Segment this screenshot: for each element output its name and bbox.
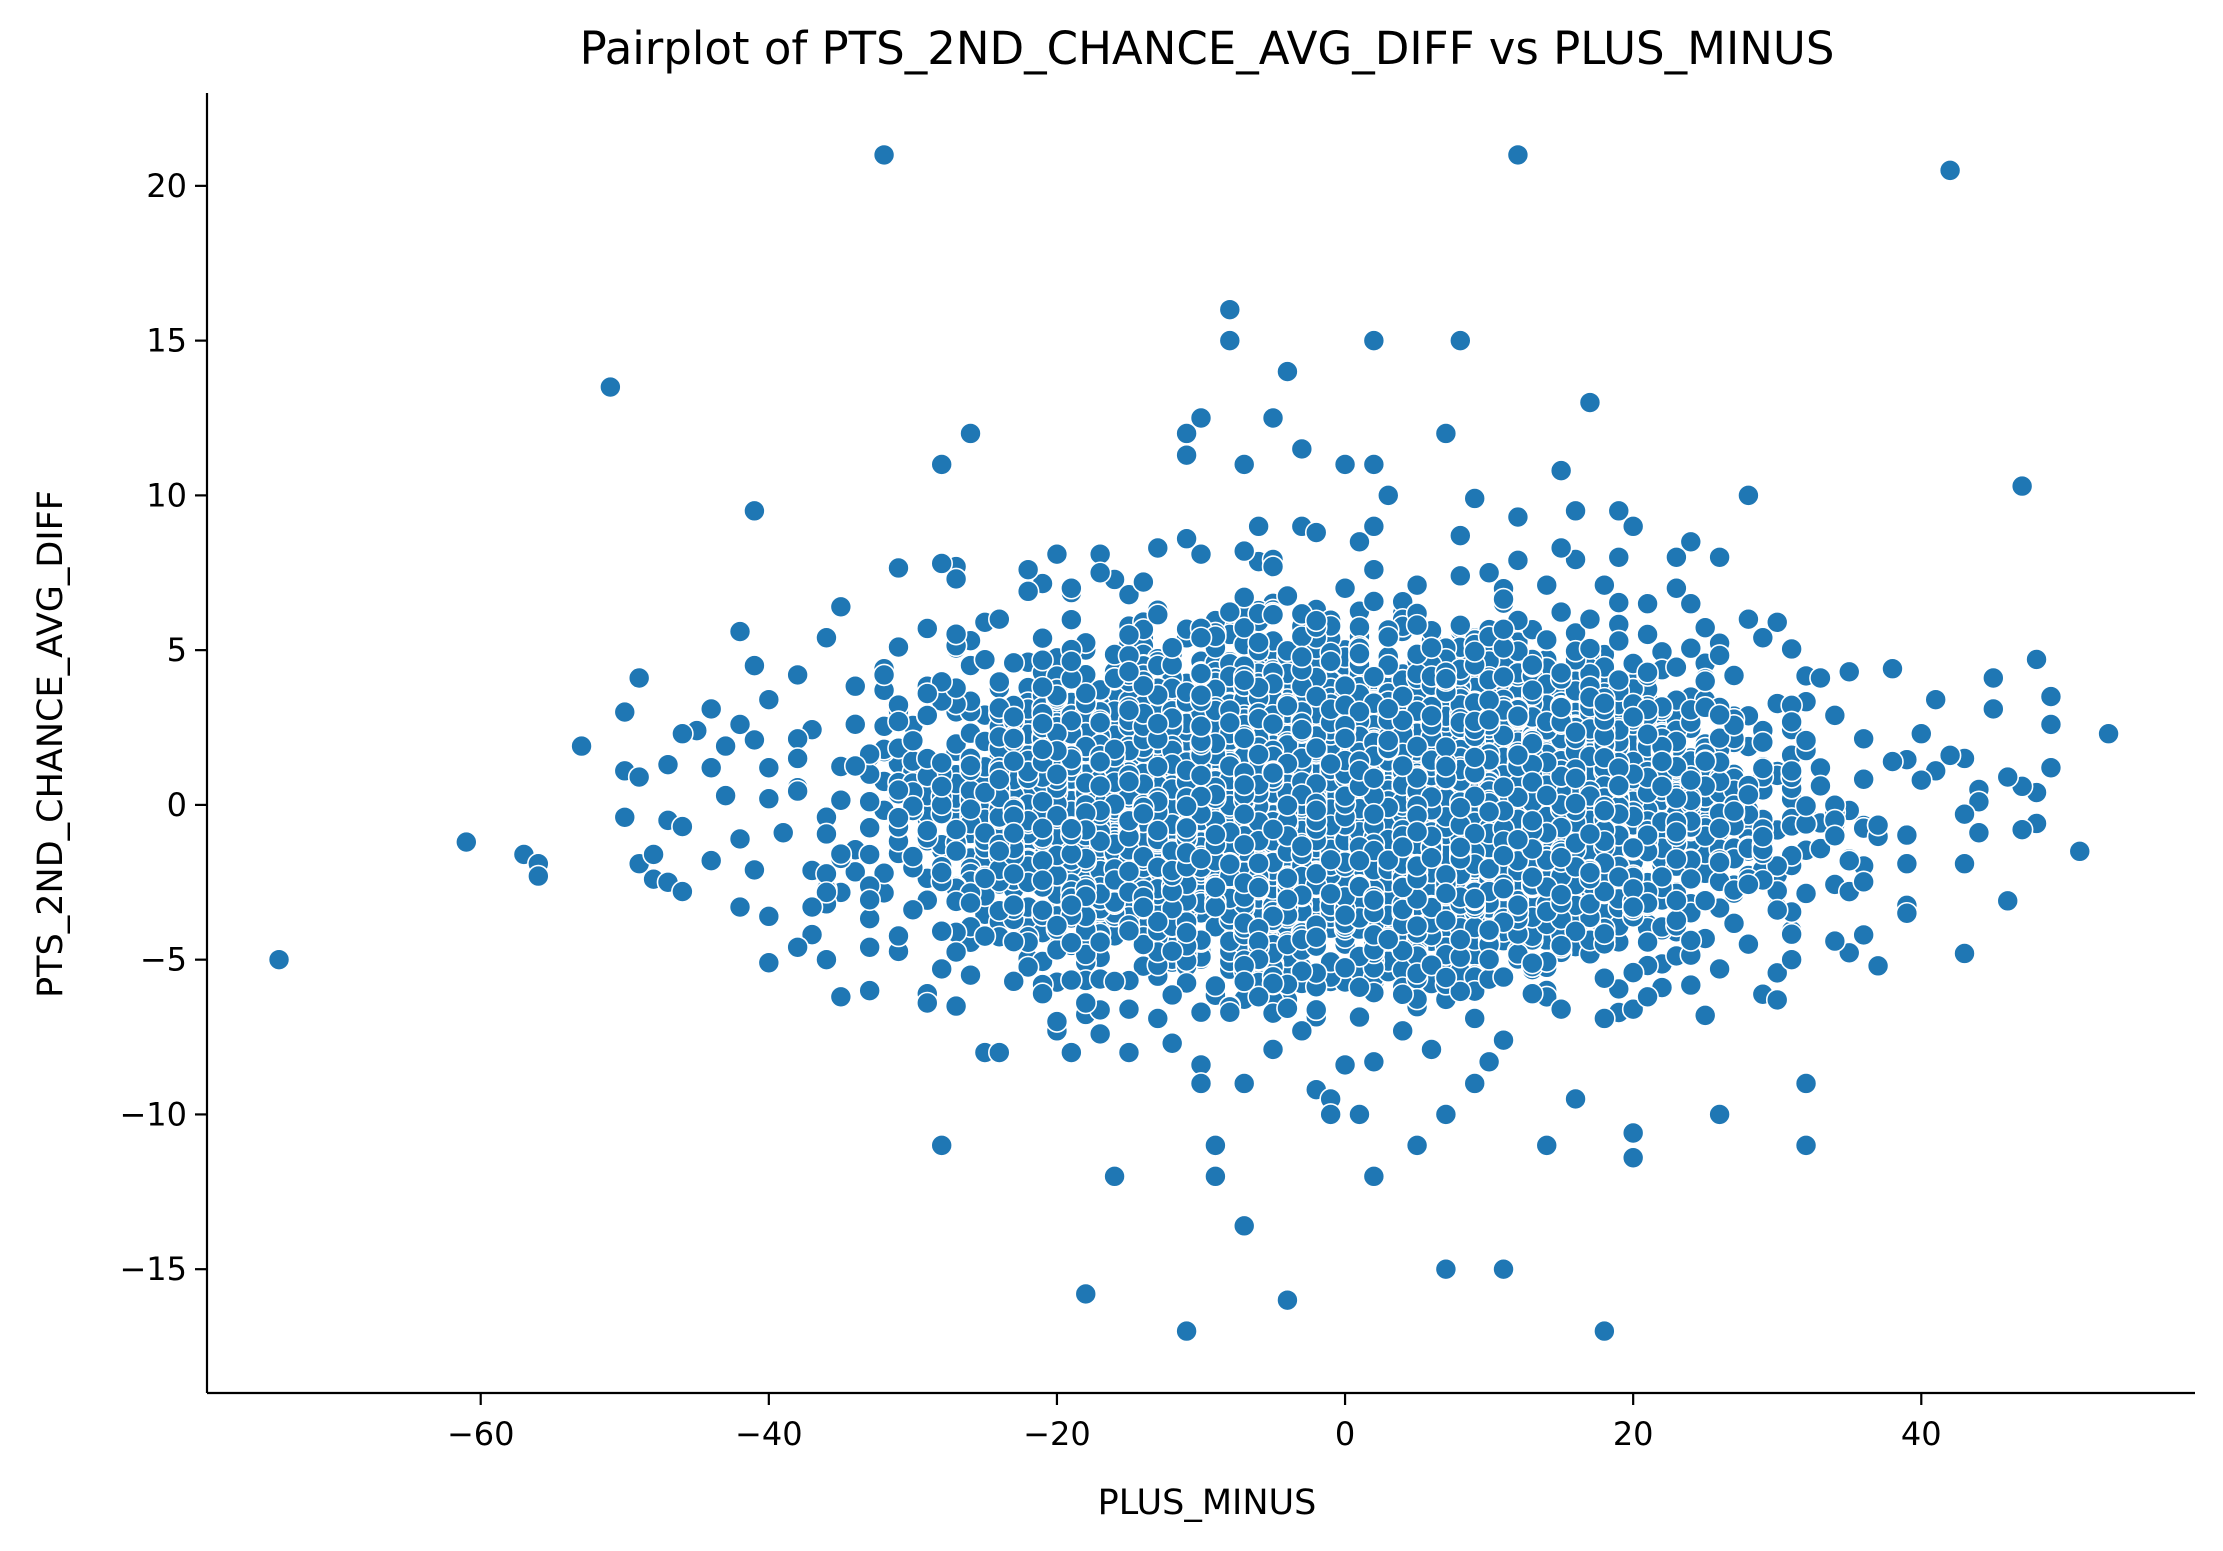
scatter-point <box>1765 854 1789 878</box>
scatter-point <box>1232 616 1256 640</box>
point-cloud-core <box>786 548 1919 1029</box>
scatter-point <box>1492 587 1515 611</box>
scatter-point <box>1060 968 1083 992</box>
scatter-point <box>1794 882 1818 905</box>
scatter-point <box>1348 615 1371 639</box>
scatter-point <box>915 682 939 705</box>
scatter-point <box>800 923 824 946</box>
scatter-point <box>1837 849 1861 873</box>
scatter-point <box>1823 704 1847 727</box>
scatter-point <box>1117 583 1141 606</box>
scatter-point <box>1794 729 1818 752</box>
scatter-point <box>1348 976 1371 999</box>
scatter-point <box>1189 1000 1213 1024</box>
scatter-point <box>858 907 881 930</box>
scatter-point <box>1232 586 1256 609</box>
scatter-point <box>1060 608 1083 631</box>
scatter-point <box>1477 948 1501 971</box>
scatter-point <box>858 816 881 840</box>
scatter-point <box>1636 623 1659 646</box>
scatter-point <box>1636 661 1659 684</box>
scatter-point <box>843 860 867 884</box>
scatter-point <box>1809 837 1832 860</box>
scatter-point <box>1031 648 1054 672</box>
scatter-point <box>1247 631 1270 654</box>
scatter-point <box>1679 636 1703 660</box>
scatter-point <box>973 924 997 948</box>
scatter-point <box>944 940 968 964</box>
scatter-point <box>1722 664 1746 687</box>
scatter-point <box>829 788 853 812</box>
scatter-point <box>1679 973 1703 997</box>
scatter-point <box>815 881 838 904</box>
scatter-point <box>1780 637 1803 661</box>
scatter-point <box>1362 590 1386 613</box>
scatter-point <box>1535 628 1559 652</box>
scatter-point <box>843 713 867 736</box>
scatter-point <box>872 861 896 885</box>
scatter-point <box>1132 933 1155 956</box>
scatter-point <box>915 704 939 727</box>
scatter-point <box>1031 626 1054 650</box>
scatter-point <box>858 790 881 814</box>
scatter-point <box>887 924 910 948</box>
scatter-point <box>858 843 881 866</box>
scatter-point <box>1276 584 1299 608</box>
scatter-point <box>1636 930 1659 954</box>
scatter-point <box>1002 651 1026 675</box>
scatter-point <box>1751 730 1775 754</box>
scatter-point <box>1650 865 1674 889</box>
scatter-point <box>786 727 809 751</box>
chart-title: Pairplot of PTS_2ND_CHANCE_AVG_DIFF vs P… <box>580 22 1835 75</box>
scatter-point <box>1549 600 1573 624</box>
scatter-point <box>1765 898 1789 922</box>
scatter-point <box>1665 655 1688 679</box>
scatter-point <box>1895 823 1919 847</box>
scatter-point <box>1722 912 1746 935</box>
